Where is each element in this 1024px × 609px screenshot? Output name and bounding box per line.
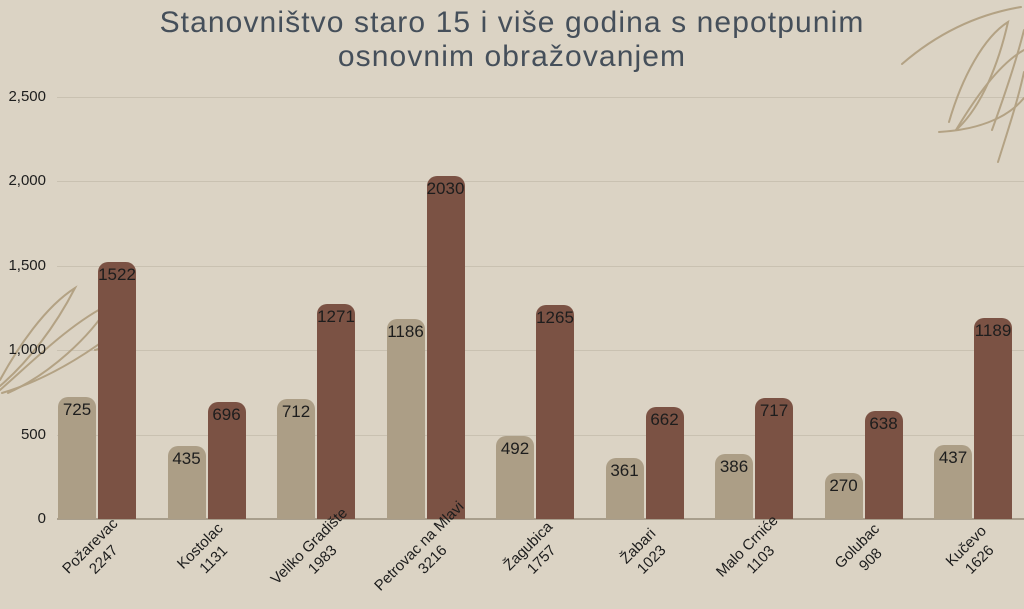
bar-light-Kostolac: 435: [167, 445, 206, 519]
chart-title-line-2: osnovnim obražovanjem: [337, 40, 687, 73]
bar-light-Žabari: 361: [605, 458, 644, 519]
bar-dark-Kučevo: 1189: [974, 318, 1012, 519]
bar-value-label: 1271: [317, 307, 355, 327]
bar-value-label: 696: [212, 404, 241, 424]
bar-value-label: 1522: [98, 265, 136, 285]
bar-value-label: 717: [759, 400, 789, 420]
bar-value-label: 725: [62, 399, 92, 419]
bar-value-label: 435: [172, 448, 201, 468]
x-axis-label-Kučevo: Kučevo 1626: [942, 522, 1004, 584]
y-axis-tick-2,000: 2,000: [8, 172, 46, 190]
bar-value-label: 386: [719, 456, 749, 476]
bar-dark-Žabari: 662: [645, 407, 684, 519]
bar-light-Malo Crniće: 386: [715, 453, 753, 519]
bar-value-label: 270: [829, 476, 858, 496]
x-axis-label-Požarevac: Požarevac 2247: [59, 515, 136, 592]
plot-area: 0 500 1,000 1,500 2,000 2,500 725 1522 Požarevac…: [8, 88, 1024, 594]
bar-value-label: 662: [650, 410, 679, 430]
bar-dark-Kostolac: 696: [207, 401, 246, 519]
bar-value-label: 712: [281, 401, 311, 421]
gridline-1,500: [57, 265, 1024, 267]
chart-title-line-1: Stanovništvo staro 15 i više godina s ne…: [159, 6, 865, 39]
decorative-leaves-top-right-icon: [901, 6, 1024, 163]
bar-value-label: 437: [938, 448, 968, 468]
bar-dark-Požarevac: 1522: [98, 262, 136, 519]
x-axis-label-Žagubica: Žagubica 1757: [500, 518, 571, 589]
bar-dark-Malo Crniće: 717: [755, 397, 793, 519]
bar-value-label: 2030: [426, 179, 465, 199]
bar-value-label: 1186: [387, 321, 424, 341]
bar-dark-Petrovac na Mlavi: 2030: [426, 176, 465, 519]
y-axis-tick-2,500: 2,500: [8, 88, 46, 105]
x-axis-label-Kostolac: Kostolac 1131: [173, 519, 241, 587]
bar-light-Požarevac: 725: [58, 396, 96, 519]
chart-title: Stanovništvo staro 15 i više godina s ne…: [0, 6, 1024, 74]
bar-light-Petrovac na Mlavi: 1186: [386, 318, 425, 519]
x-axis-label-Golubac: Golubac 908: [830, 520, 896, 586]
chart-page: { "title": { "lines": ["Stanovništvo sta…: [0, 6, 1024, 595]
bar-value-label: 1265: [536, 308, 574, 328]
x-axis-line: [57, 518, 1024, 520]
bar-value-label: 1189: [974, 321, 1012, 341]
bar-dark-Golubac: 638: [864, 411, 903, 519]
bar-light-Kučevo: 437: [934, 445, 972, 519]
y-axis-tick-0: 0: [37, 510, 46, 527]
bar-value-label: 638: [869, 414, 898, 434]
x-axis-label-Malo Crniće: Malo Crniće 1103: [712, 511, 795, 594]
bar-light-Žagubica: 492: [496, 435, 534, 519]
bar-value-label: 361: [610, 461, 639, 481]
y-axis-tick-1,500: 1,500: [8, 256, 46, 274]
gridline-2,000: [57, 181, 1024, 183]
bar-light-Golubac: 270: [824, 473, 863, 519]
y-axis-tick-500: 500: [20, 425, 46, 443]
bar-dark-Veliko Gradište: 1271: [317, 304, 355, 519]
bar-dark-Žagubica: 1265: [536, 305, 574, 519]
bar-value-label: 492: [500, 438, 530, 458]
bar-light-Veliko Gradište: 712: [277, 398, 315, 519]
gridline-2,500: [57, 97, 1024, 98]
x-axis-label-Žabari: Žabari 1023: [616, 525, 673, 582]
y-axis-tick-1,000: 1,000: [8, 341, 46, 359]
